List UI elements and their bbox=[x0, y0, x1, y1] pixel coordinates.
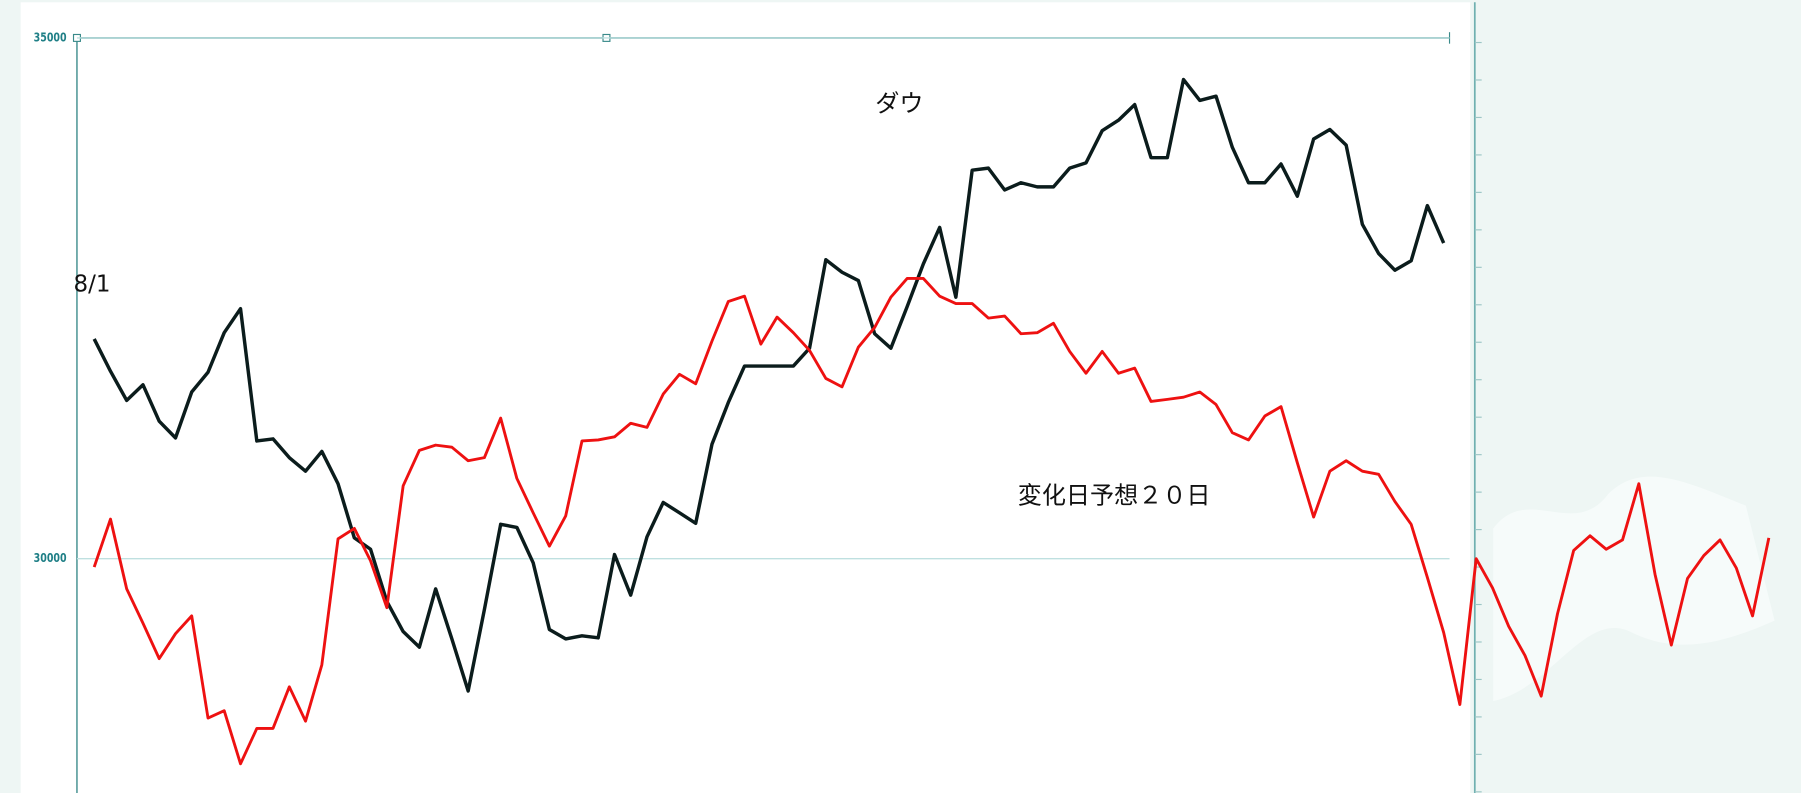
series-line bbox=[92, 277, 1771, 766]
background-blob bbox=[1493, 476, 1775, 702]
series-label: 変化日予想２０日 bbox=[1018, 481, 1211, 509]
y-tick-label: 35000 bbox=[34, 30, 67, 45]
series-line bbox=[92, 77, 1446, 693]
y-tick-label: 30000 bbox=[34, 551, 67, 566]
plot-area bbox=[20, 2, 1471, 793]
x-category-label: 8/1 bbox=[74, 272, 111, 298]
series-label: ダウ bbox=[875, 90, 923, 118]
right-axis-ticks bbox=[1474, 41, 1482, 793]
